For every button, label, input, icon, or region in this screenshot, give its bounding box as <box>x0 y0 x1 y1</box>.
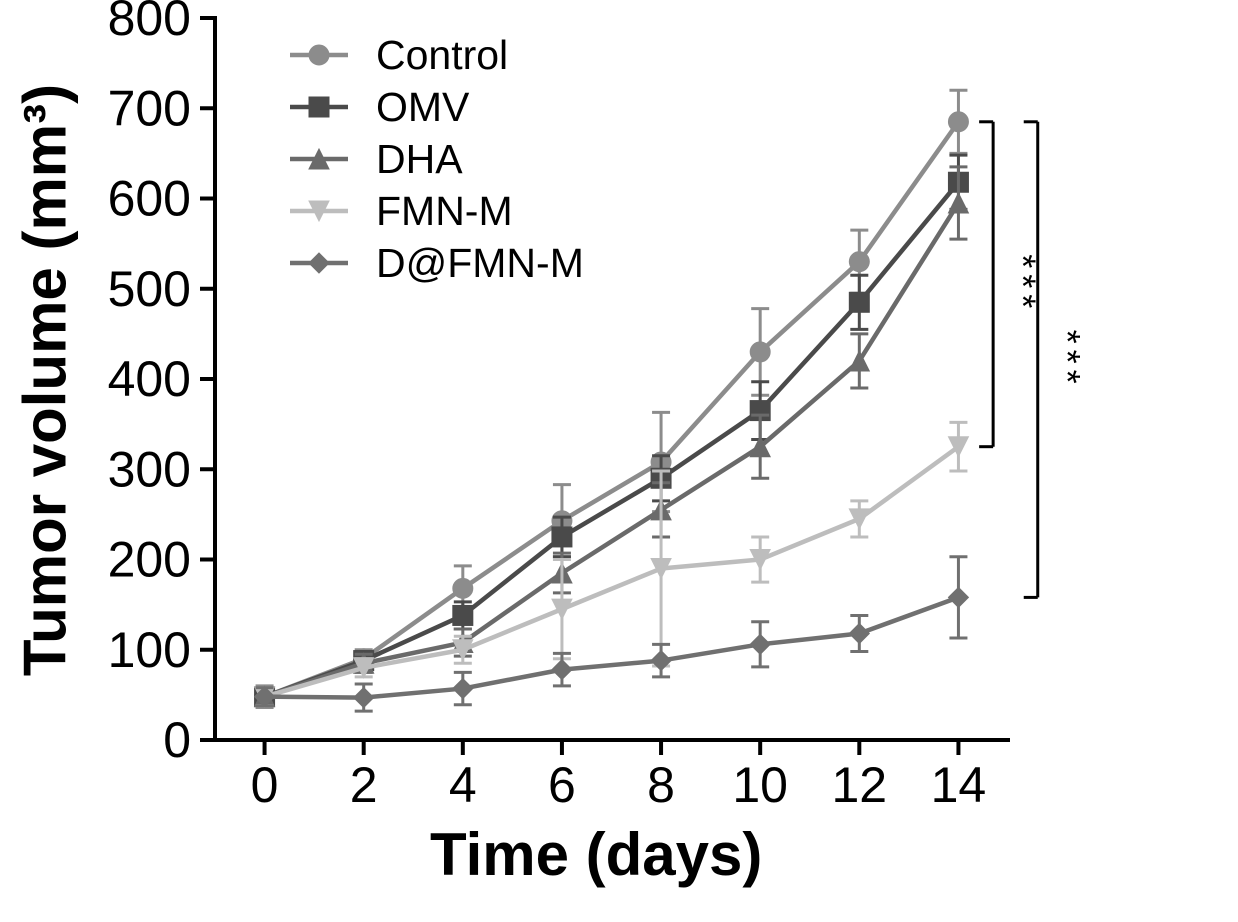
marker-diamond <box>309 253 329 273</box>
legend-label: OMV <box>376 84 470 130</box>
marker-diamond <box>651 651 671 671</box>
marker-circle <box>750 342 770 362</box>
x-axis-label: Time (days) <box>430 820 762 889</box>
legend-label: Control <box>376 32 508 78</box>
y-tick-label: 300 <box>108 441 191 497</box>
series-OMV <box>255 155 969 707</box>
y-tick-label: 100 <box>108 622 191 678</box>
series-line <box>265 203 959 697</box>
series-line <box>265 122 959 697</box>
marker-triangle-down <box>552 599 572 619</box>
y-tick-label: 800 <box>108 0 191 46</box>
x-tick-label: 6 <box>548 757 576 813</box>
series-D@FMN-M <box>255 557 969 711</box>
y-tick-label: 500 <box>108 261 191 317</box>
legend-label: DHA <box>376 136 463 182</box>
marker-triangle-down <box>849 509 869 529</box>
marker-diamond <box>750 634 770 654</box>
legend-label: FMN-M <box>376 188 513 234</box>
marker-square <box>453 605 473 625</box>
x-tick-label: 2 <box>350 757 378 813</box>
x-tick-label: 8 <box>647 757 675 813</box>
marker-diamond <box>354 688 374 708</box>
marker-square <box>849 292 869 312</box>
marker-square <box>552 527 572 547</box>
x-tick-label: 14 <box>931 757 987 813</box>
marker-diamond <box>948 587 968 607</box>
y-tick-label: 600 <box>108 171 191 227</box>
legend-label: D@FMN-M <box>376 240 584 286</box>
marker-circle <box>948 112 968 132</box>
legend: Control OMV DHA FMN-M D@FMN-M <box>290 32 584 286</box>
marker-diamond <box>849 624 869 644</box>
marker-diamond <box>552 660 572 680</box>
x-tick-label: 10 <box>732 757 788 813</box>
y-axis-label: Tumor volume (mm³) <box>11 84 80 676</box>
chart-container: 0 100 200 300 400 500 600 700 800 0 2 4 6 8 10 12 14 Cont… <box>0 0 1238 917</box>
marker-triangle-up <box>948 193 968 213</box>
y-tick-label: 0 <box>163 712 191 768</box>
y-tick-label: 400 <box>108 351 191 407</box>
x-tick-label: 12 <box>832 757 888 813</box>
chart-svg: 0 100 200 300 400 500 600 700 800 0 2 4 6 8 10 12 14 Cont… <box>0 0 1238 917</box>
y-tick-label: 700 <box>108 80 191 136</box>
marker-circle <box>849 252 869 272</box>
marker-circle <box>309 45 329 65</box>
x-tick-label: 4 <box>449 757 477 813</box>
sig-label: *** <box>1047 330 1088 390</box>
x-tick-label: 0 <box>251 757 279 813</box>
marker-circle <box>453 578 473 598</box>
marker-diamond <box>453 679 473 699</box>
marker-square <box>309 97 329 117</box>
y-tick-label: 200 <box>108 532 191 588</box>
